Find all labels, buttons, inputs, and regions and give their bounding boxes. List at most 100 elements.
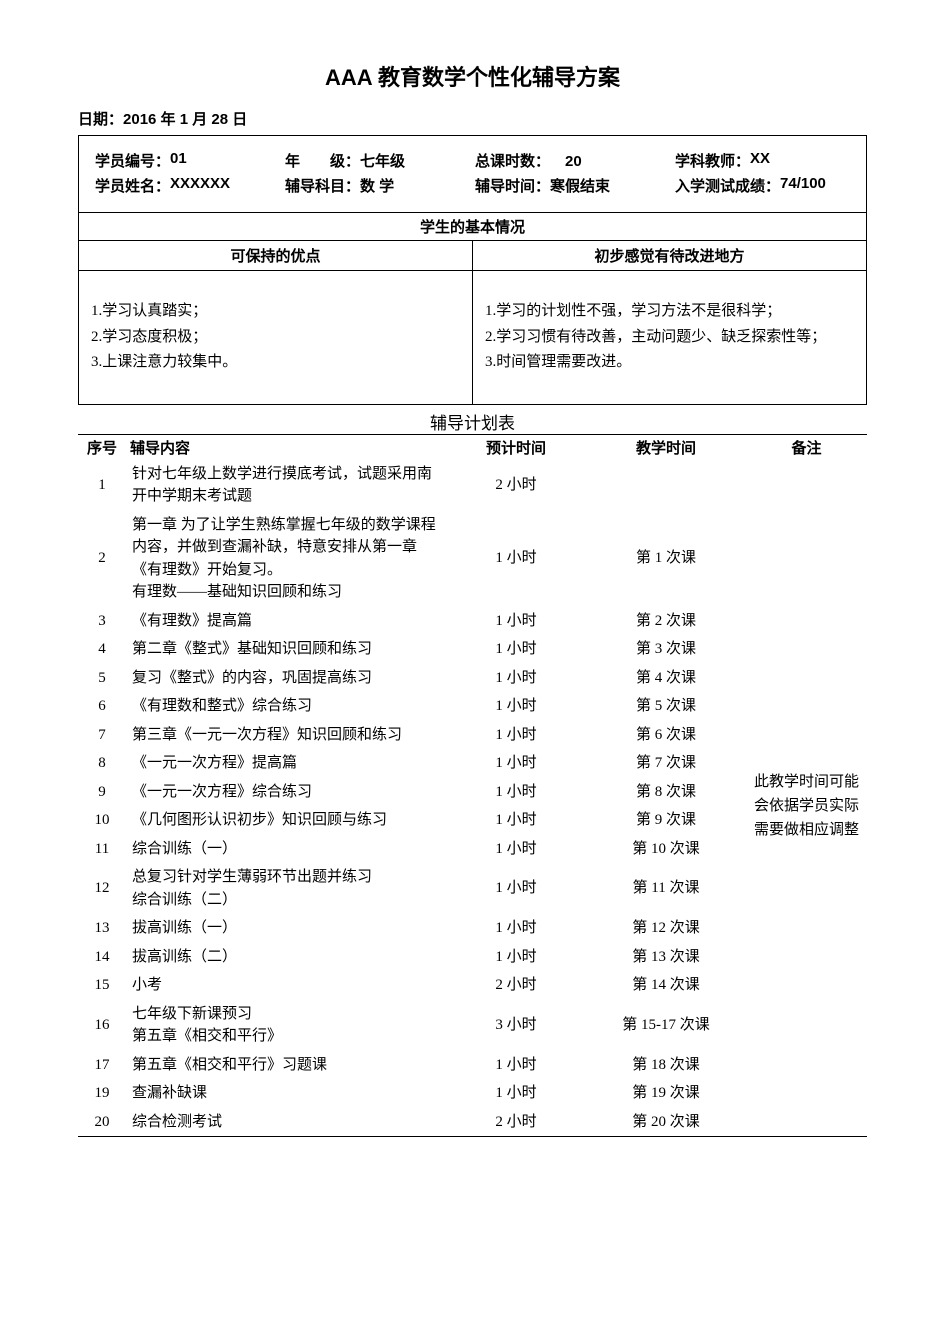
plan-content: 第一章 为了让学生熟练掌握七年级的数学课程内容，并做到查漏补缺，特意安排从第一章… [126,511,446,607]
strength-item: 3.上课注意力较集中。 [91,350,460,376]
student-name-value: XXXXXX [170,175,230,196]
total-hours-label: 总课时数： [475,150,550,171]
strengths-header: 可保持的优点 [79,241,473,271]
improvement-item: 3.时间管理需要改进。 [485,350,854,376]
plan-sn: 3 [78,607,126,636]
improvement-item: 1.学习的计划性不强，学习方法不是很科学； [485,299,854,325]
plan-content: 第三章《一元一次方程》知识回顾和练习 [126,721,446,750]
plan-content: 七年级下新课预习第五章《相交和平行》 [126,1000,446,1051]
teacher-label: 学科教师： [675,150,750,171]
plan-est: 1 小时 [446,806,586,835]
plan-est: 1 小时 [446,692,586,721]
plan-sched: 第 13 次课 [586,943,746,972]
plan-note-empty [746,1000,867,1051]
plan-sched [586,460,746,511]
plan-sn: 5 [78,664,126,693]
plan-sched: 第 6 次课 [586,721,746,750]
plan-content: 针对七年级上数学进行摸底考试，试题采用南开中学期末考试题 [126,460,446,511]
plan-caption: 辅导计划表 [78,405,867,434]
table-row: 15小考2 小时第 14 次课 [78,971,867,1000]
plan-content: 小考 [126,971,446,1000]
info-table: 学员编号：01 年 级：七年级 总课时数： 20 学科教师：XX 学员姓名：XX… [78,135,867,405]
plan-est: 1 小时 [446,749,586,778]
score-value: 74/100 [780,175,826,196]
plan-header-row: 序号 辅导内容 预计时间 教学时间 备注 [78,435,867,460]
student-info-cell: 学员编号：01 年 级：七年级 总课时数： 20 学科教师：XX 学员姓名：XX… [79,136,867,213]
plan-content: 《一元一次方程》综合练习 [126,778,446,807]
plan-est: 1 小时 [446,1051,586,1080]
plan-content: 综合训练（一） [126,835,446,864]
plan-sn: 19 [78,1079,126,1108]
plan-content: 总复习针对学生薄弱环节出题并练习综合训练（二） [126,863,446,914]
teacher-value: XX [750,150,770,171]
table-row: 16七年级下新课预习第五章《相交和平行》3 小时第 15-17 次课 [78,1000,867,1051]
plan-sched: 第 5 次课 [586,692,746,721]
plan-sn: 4 [78,635,126,664]
period-label: 辅导时间： [475,175,550,196]
plan-header-content: 辅导内容 [126,435,446,460]
plan-note-empty [746,1079,867,1108]
plan-est: 1 小时 [446,943,586,972]
plan-note-empty [746,511,867,607]
grade-label: 年 级： [285,150,360,171]
plan-sched: 第 2 次课 [586,607,746,636]
plan-sn: 20 [78,1108,126,1137]
table-row: 3《有理数》提高篇1 小时第 2 次课 [78,607,867,636]
table-row: 5复习《整式》的内容，巩固提高练习1 小时第 4 次课 [78,664,867,693]
plan-sn: 13 [78,914,126,943]
plan-note-empty [746,607,867,636]
plan-note-empty [746,1108,867,1137]
plan-table: 序号 辅导内容 预计时间 教学时间 备注 1针对七年级上数学进行摸底考试，试题采… [78,435,867,1137]
plan-sched: 第 9 次课 [586,806,746,835]
plan-note-empty [746,863,867,914]
plan-sched: 第 11 次课 [586,863,746,914]
table-row: 1针对七年级上数学进行摸底考试，试题采用南开中学期末考试题2 小时 [78,460,867,511]
page-title: AAA 教育数学个性化辅导方案 [78,60,867,92]
plan-sched: 第 1 次课 [586,511,746,607]
table-row: 4第二章《整式》基础知识回顾和练习1 小时第 3 次课 [78,635,867,664]
plan-header-est: 预计时间 [446,435,586,460]
plan-note-empty [746,943,867,972]
plan-sn: 17 [78,1051,126,1080]
plan-content: 拔高训练（二） [126,943,446,972]
plan-sched: 第 10 次课 [586,835,746,864]
student-name-label: 学员姓名： [95,175,170,196]
plan-est: 1 小时 [446,863,586,914]
plan-est: 1 小时 [446,607,586,636]
plan-est: 1 小时 [446,778,586,807]
table-row: 8《一元一次方程》提高篇1 小时第 7 次课此教学时间可能会依据学员实际需要做相… [78,749,867,778]
table-row: 12总复习针对学生薄弱环节出题并练习综合训练（二）1 小时第 11 次课 [78,863,867,914]
plan-sn: 6 [78,692,126,721]
table-row: 19查漏补缺课1 小时第 19 次课 [78,1079,867,1108]
plan-sn: 12 [78,863,126,914]
plan-header-note: 备注 [746,435,867,460]
plan-est: 1 小时 [446,664,586,693]
plan-sched: 第 3 次课 [586,635,746,664]
grade-value: 七年级 [360,150,405,171]
plan-sn: 1 [78,460,126,511]
plan-note-empty [746,971,867,1000]
period-value: 寒假结束 [550,175,610,196]
plan-header-sn: 序号 [78,435,126,460]
subject-value: 数 学 [360,175,394,196]
plan-est: 1 小时 [446,721,586,750]
table-row: 14拔高训练（二）1 小时第 13 次课 [78,943,867,972]
plan-sn: 7 [78,721,126,750]
plan-sched: 第 15-17 次课 [586,1000,746,1051]
plan-content: 《一元一次方程》提高篇 [126,749,446,778]
plan-est: 1 小时 [446,511,586,607]
plan-est: 2 小时 [446,971,586,1000]
strength-item: 2.学习态度积极； [91,325,460,351]
table-row: 6《有理数和整式》综合练习1 小时第 5 次课 [78,692,867,721]
plan-sn: 10 [78,806,126,835]
improvements-header: 初步感觉有待改进地方 [473,241,867,271]
plan-sn: 9 [78,778,126,807]
plan-est: 1 小时 [446,914,586,943]
date-label: 日期： [78,111,123,128]
plan-content: 第二章《整式》基础知识回顾和练习 [126,635,446,664]
improvement-item: 2.学习习惯有待改善，主动问题少、缺乏探索性等； [485,325,854,351]
plan-content: 拔高训练（一） [126,914,446,943]
plan-est: 1 小时 [446,1079,586,1108]
plan-note: 此教学时间可能会依据学员实际需要做相应调整 [746,749,867,863]
plan-note-empty [746,692,867,721]
